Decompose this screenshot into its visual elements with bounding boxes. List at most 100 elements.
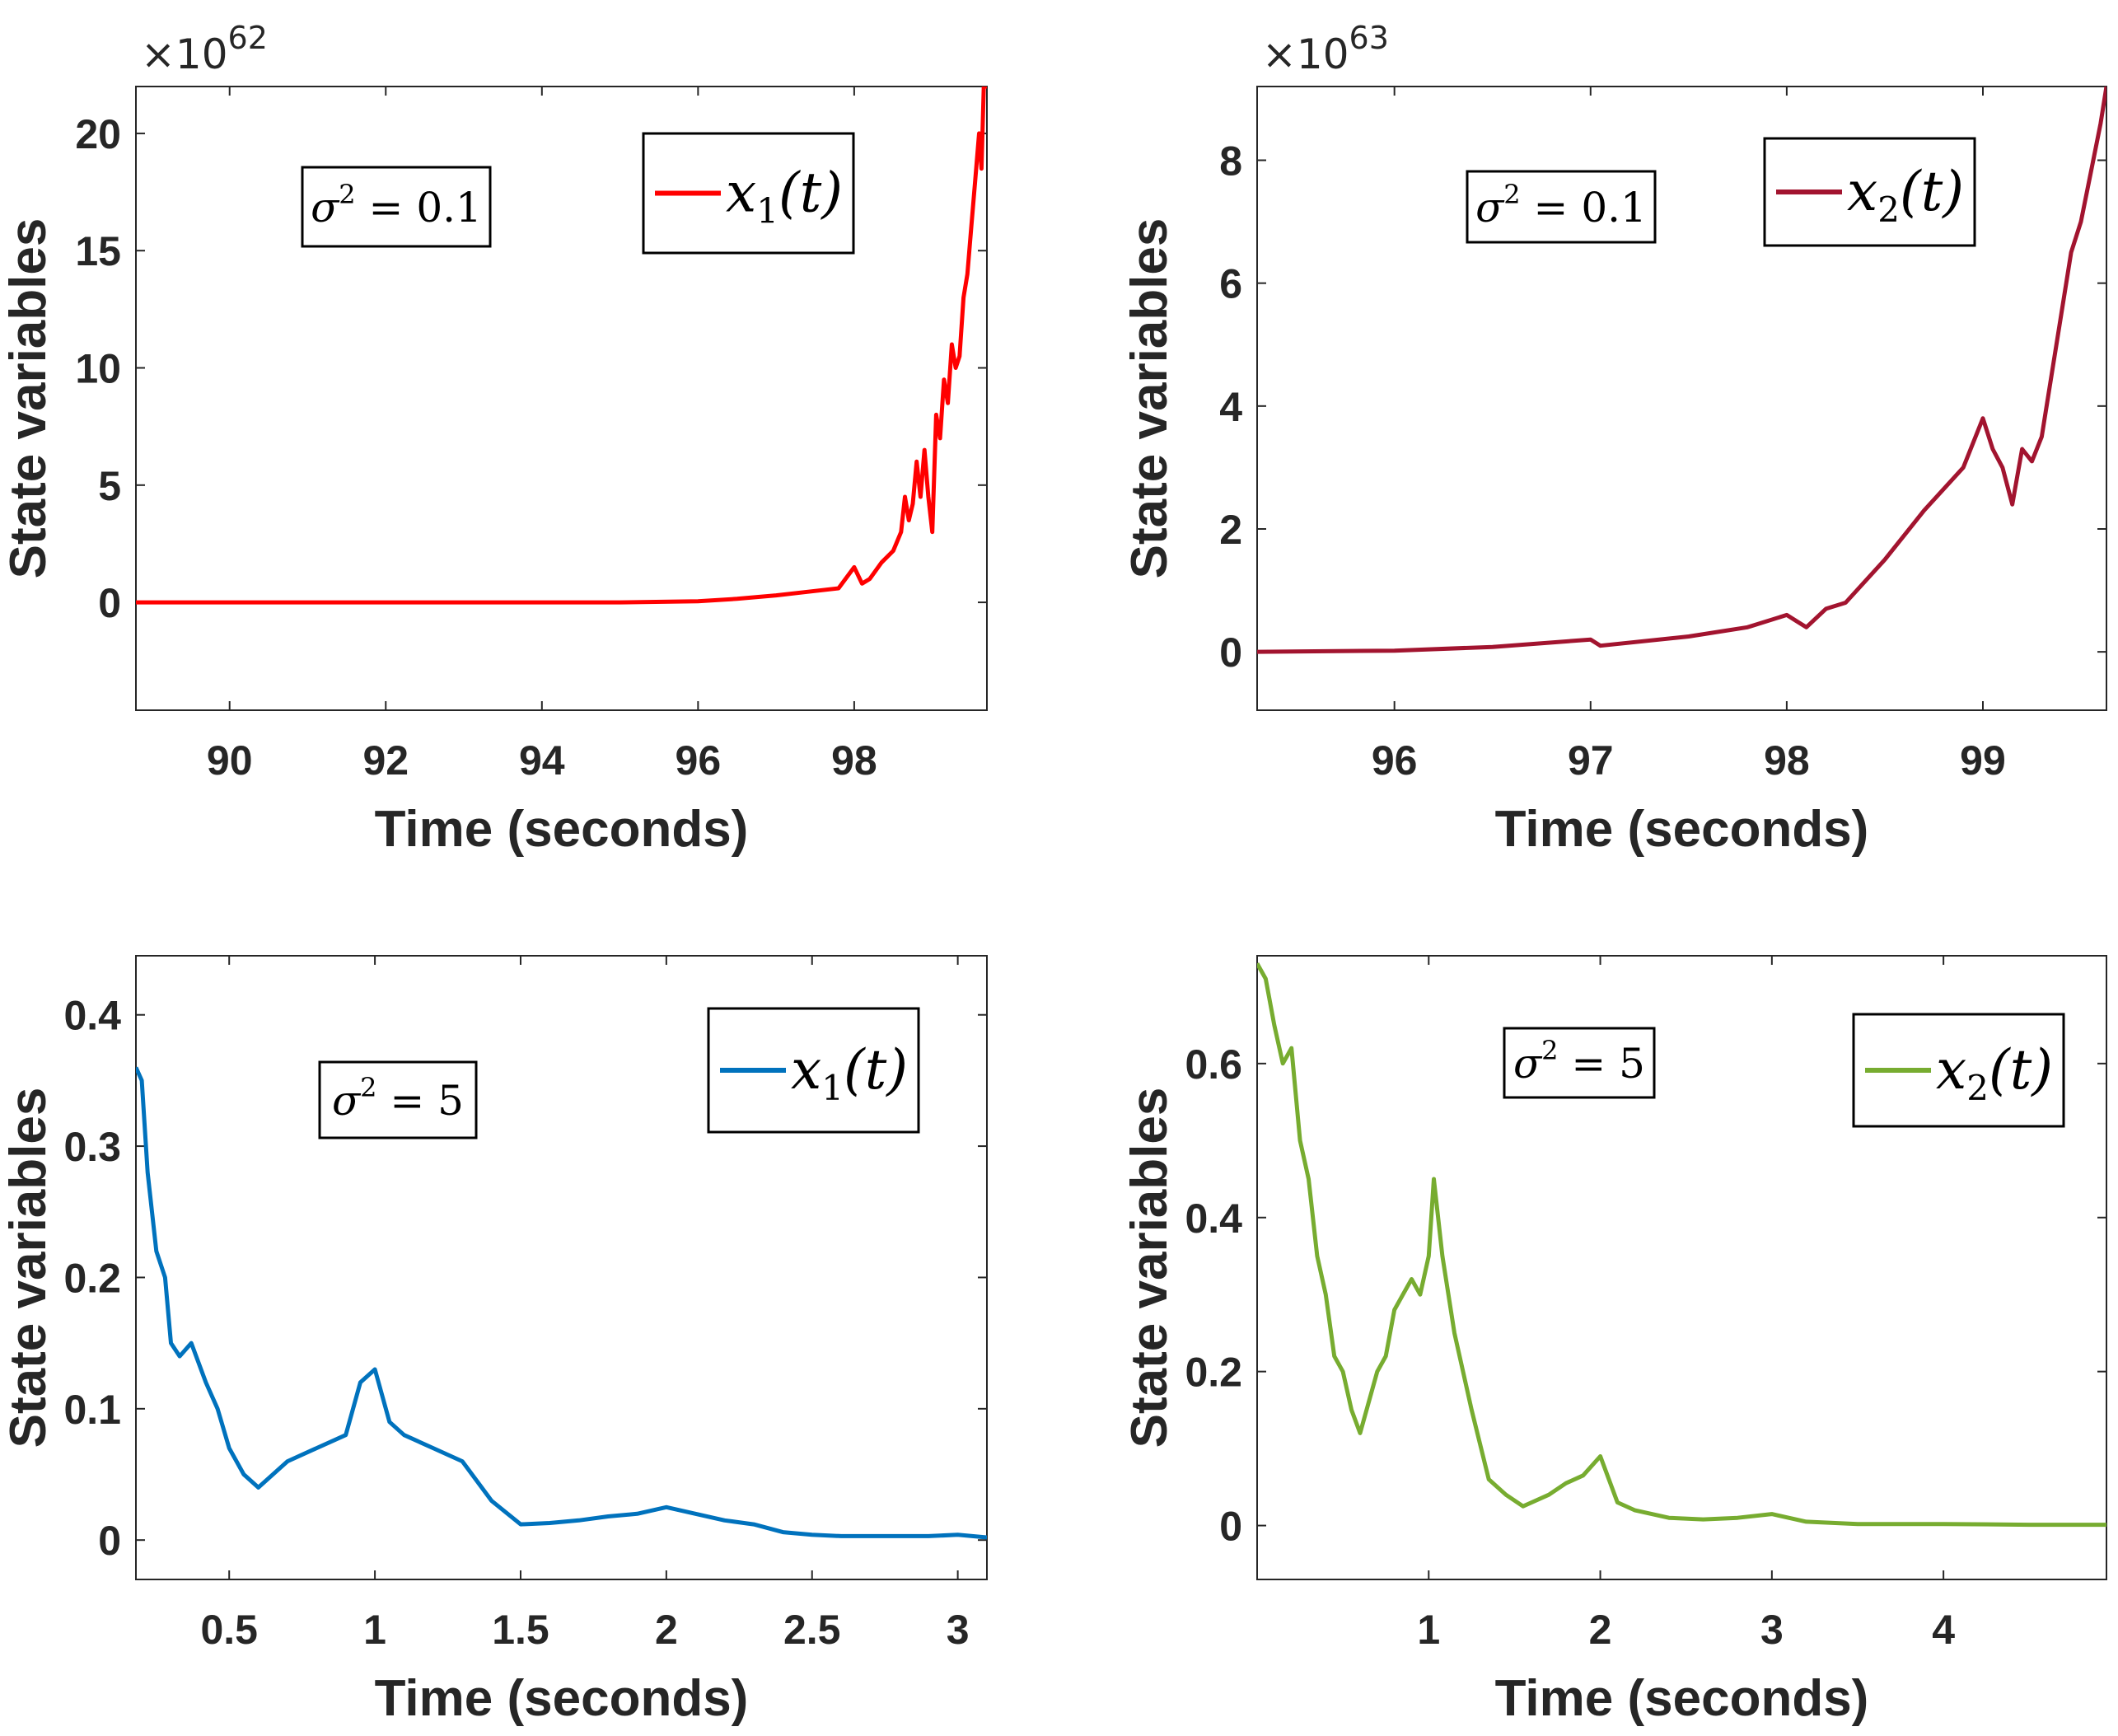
x-tick-label: 98	[1764, 737, 1810, 784]
y-tick-label: 0.4	[63, 993, 121, 1039]
x-tick-label: 3	[1760, 1607, 1784, 1653]
annotation-box	[318, 1060, 478, 1139]
annotation-rest: = 0.1	[1521, 184, 1647, 232]
series-line-0	[136, 1066, 987, 1540]
series-line-0	[136, 87, 987, 605]
x-tick-label: 1.5	[492, 1607, 549, 1653]
annotation-text: σ2 = 0.1	[1475, 179, 1647, 232]
chart-panel-top-right: 96 97 98 99 0 2 4 6 8 ×1063 Time (seconds) State va…	[1121, 20, 2107, 858]
y-tick-label: 15	[75, 228, 121, 274]
legend-tail: (t)	[1989, 1038, 2053, 1102]
series-line-0	[1257, 962, 2106, 1528]
legend-tail: (t)	[844, 1038, 908, 1102]
y-tick-label: 2	[1219, 507, 1242, 553]
x-tick-label: 90	[207, 737, 253, 784]
chart-panel-bottom-right: 1 2 3 4 0 0.2 0.4 0.6 Time (seconds) State variab…	[1121, 955, 2107, 1727]
legend-tail: (t)	[1900, 160, 1964, 223]
y-tick-label: 0	[1219, 629, 1242, 676]
annotation-sup: 2	[339, 179, 355, 210]
annotation-text: σ2 = 0.1	[311, 179, 482, 232]
x-tick-label: 4	[1932, 1607, 1955, 1653]
plot-frame	[1256, 86, 2107, 711]
annotation-sup: 2	[1503, 179, 1520, 210]
annotation-text: σ2 = 5	[332, 1072, 464, 1125]
x-tick-label: 2.5	[783, 1607, 841, 1653]
legend-sub: 2	[1877, 190, 1900, 230]
x-tick-label: 0.5	[200, 1607, 258, 1653]
x-tick-label: 96	[676, 737, 722, 784]
y-tick-label: 0.1	[63, 1387, 121, 1433]
legend-label: x2(t)	[1847, 160, 1964, 230]
annotation-sup: 2	[1541, 1035, 1558, 1066]
y-axis-title: State variables	[1121, 218, 1178, 579]
multiplier-exponent: 62	[228, 20, 268, 56]
x-axis-title: Time (seconds)	[1495, 1670, 1869, 1727]
series-line-0	[1257, 87, 2106, 654]
x-tick-label: 2	[1589, 1607, 1612, 1653]
legend-sub: 2	[1966, 1068, 1989, 1108]
x-axis-title: Time (seconds)	[375, 801, 749, 858]
x-axis-title: Time (seconds)	[375, 1670, 749, 1727]
legend-sub: 1	[821, 1068, 844, 1108]
y-tick-label: 0	[98, 1518, 121, 1564]
x-tick-label: 1	[1417, 1607, 1440, 1653]
y-tick-label: 4	[1219, 384, 1242, 430]
y-tick-label: 0.4	[1185, 1196, 1242, 1242]
annotation-box	[1503, 1027, 1656, 1099]
plot-frame	[1256, 955, 2107, 1580]
legend-sub: 1	[756, 191, 778, 232]
x-axis-title: Time (seconds)	[1495, 801, 1869, 858]
x-tick-label: 94	[519, 737, 565, 784]
legend-tail: (t)	[778, 161, 843, 225]
plot-frame	[135, 955, 988, 1580]
x-tick-label: 2	[655, 1607, 678, 1653]
plot-frame	[135, 86, 988, 711]
annotation-rest: = 5	[377, 1077, 465, 1125]
legend-label: x1(t)	[791, 1038, 908, 1108]
y-tick-label: 20	[75, 111, 121, 157]
y-tick-label: 0.3	[63, 1124, 121, 1170]
legend-var: x	[791, 1038, 821, 1102]
annotation-text: σ2 = 5	[1513, 1035, 1645, 1088]
x-tick-label: 96	[1372, 737, 1418, 784]
annotation-rest: = 0.1	[356, 184, 482, 232]
y-tick-label: 10	[75, 346, 121, 392]
annotation-rest: = 5	[1559, 1040, 1646, 1088]
chart-panel-top-left: 90 92 94 96 98 0 5 10 15 20 ×1062 Time (seconds) Sta…	[0, 20, 988, 858]
y-tick-label: 5	[98, 463, 121, 509]
y-axis-title: State variables	[0, 1088, 57, 1448]
multiplier-base: ×10	[1262, 30, 1349, 78]
x-tick-label: 1	[363, 1607, 386, 1653]
y-tick-label: 6	[1219, 261, 1242, 307]
legend-var: x	[726, 161, 756, 225]
x-tick-label: 99	[1960, 737, 2006, 784]
annotation-sigma: σ	[332, 1077, 362, 1125]
x-tick-label: 92	[362, 737, 409, 784]
y-tick-label: 0.2	[1185, 1350, 1242, 1396]
multiplier-base: ×10	[141, 30, 228, 78]
legend-label: x1(t)	[726, 161, 843, 232]
annotation-sigma: σ	[1475, 184, 1505, 232]
legend-var: x	[1936, 1038, 1966, 1102]
annotation-box	[1466, 170, 1657, 244]
annotation-sup: 2	[360, 1072, 376, 1103]
y-tick-label: 8	[1219, 138, 1242, 184]
multiplier-exponent: 63	[1349, 20, 1389, 56]
y-tick-label: 0	[98, 580, 121, 626]
y-axis-title: State variables	[0, 218, 57, 579]
y-axis-multiplier: ×1062	[141, 20, 268, 78]
y-tick-label: 0	[1219, 1504, 1242, 1550]
annotation-sigma: σ	[1513, 1040, 1543, 1088]
x-tick-label: 97	[1568, 737, 1614, 784]
annotation-sigma: σ	[311, 184, 340, 232]
y-axis-title: State variables	[1121, 1088, 1178, 1448]
y-tick-label: 0.6	[1185, 1041, 1242, 1088]
x-tick-label: 3	[947, 1607, 970, 1653]
chart-panel-bottom-left: 0.5 1 1.5 2 2.5 3 0 0.1 0.2 0.3 0.4 Time (seconds) S…	[0, 955, 988, 1727]
y-tick-label: 0.2	[63, 1255, 121, 1301]
legend-label: x2(t)	[1936, 1038, 2053, 1108]
legend-var: x	[1847, 160, 1877, 223]
annotation-box	[301, 166, 492, 248]
x-tick-label: 98	[831, 737, 877, 784]
